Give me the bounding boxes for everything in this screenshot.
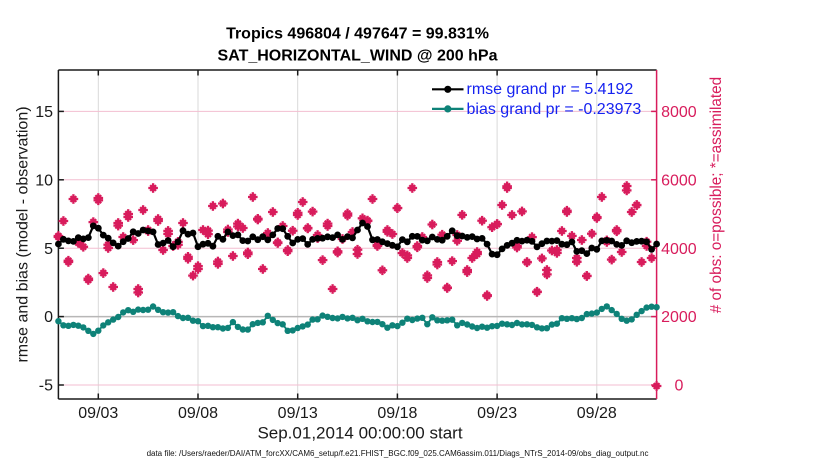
svg-text:09/03: 09/03 [78,405,118,422]
svg-text:Tropics 496804 / 497647 = 99.8: Tropics 496804 / 497647 = 99.831% [226,26,489,43]
svg-text:4000: 4000 [661,241,697,258]
svg-text:# of obs: o=possible; *=assimi: # of obs: o=possible; *=assimilated [708,77,725,313]
svg-text:SAT_HORIZONTAL_WIND @ 200 hPa: SAT_HORIZONTAL_WIND @ 200 hPa [218,48,498,65]
svg-text:5: 5 [44,241,53,258]
svg-text:6000: 6000 [661,172,697,189]
svg-text:09/18: 09/18 [377,405,417,422]
svg-text:8000: 8000 [661,104,697,121]
svg-text:09/23: 09/23 [477,405,517,422]
svg-text:-5: -5 [39,378,53,395]
svg-text:rmse grand pr = 5.4192: rmse grand pr = 5.4192 [467,81,634,98]
svg-text:10: 10 [35,172,53,189]
svg-text:09/08: 09/08 [178,405,218,422]
svg-text:Sep.01,2014 00:00:00 start: Sep.01,2014 00:00:00 start [257,424,462,443]
svg-text:rmse and bias (model - observa: rmse and bias (model - observation) [15,106,32,362]
svg-text:2000: 2000 [661,309,697,326]
svg-text:09/13: 09/13 [278,405,318,422]
svg-text:bias grand pr = -0.23973: bias grand pr = -0.23973 [467,101,642,118]
svg-text:0: 0 [674,378,683,395]
svg-text:09/28: 09/28 [577,405,617,422]
svg-text:data file: /Users/raeder/DAI/A: data file: /Users/raeder/DAI/ATM_forcXX/… [147,449,649,458]
svg-text:0: 0 [44,309,53,326]
svg-text:15: 15 [35,104,53,121]
